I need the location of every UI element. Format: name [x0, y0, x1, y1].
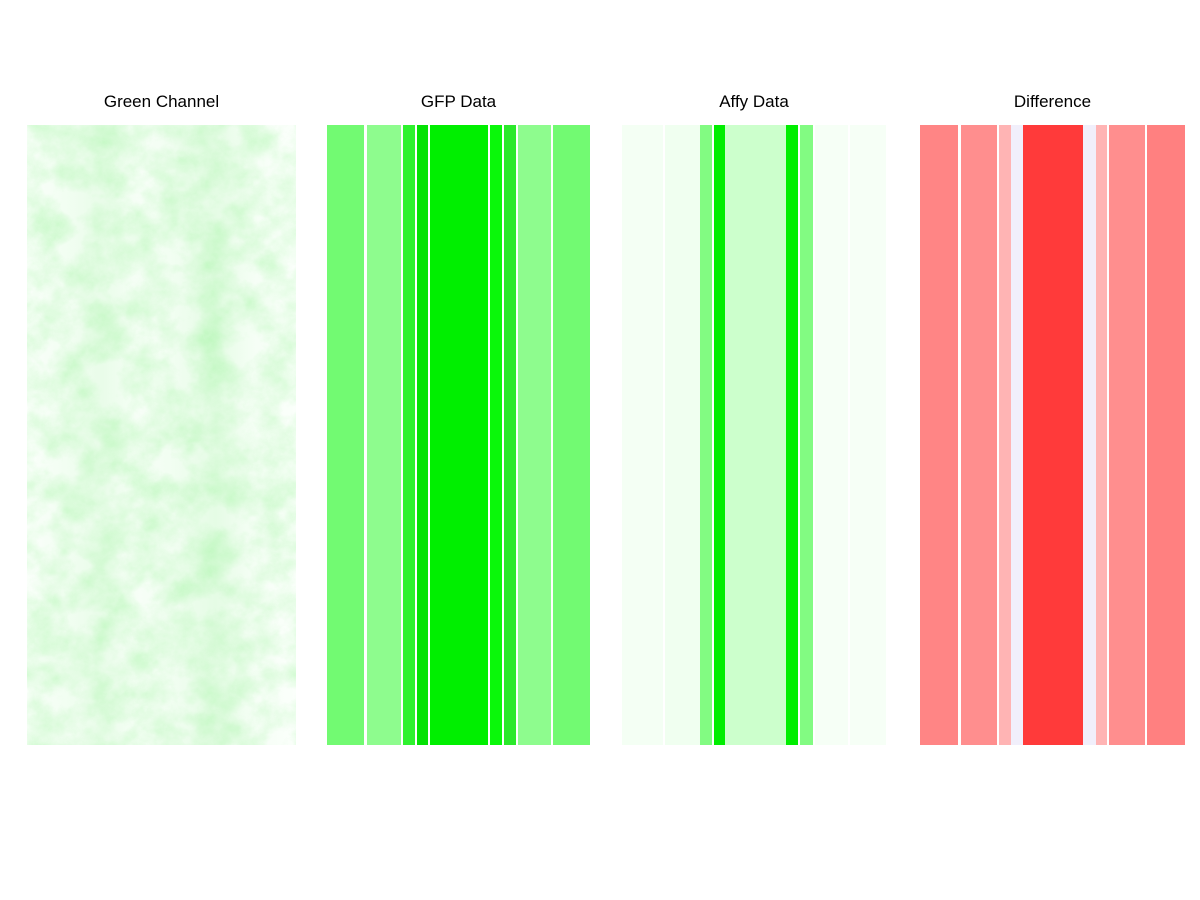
green-channel-noise-image [27, 125, 296, 745]
stripe [714, 125, 725, 745]
stripe [786, 125, 798, 745]
noise-grain-rect [27, 125, 296, 745]
stripe [850, 125, 886, 745]
difference-heatmap-panel [920, 125, 1185, 745]
stripe-gridline [516, 125, 518, 745]
stripe [700, 125, 712, 745]
stripe [1147, 125, 1185, 745]
stripe [327, 125, 364, 745]
stripe [961, 125, 997, 745]
panel-title-affy-data: Affy Data [719, 92, 789, 111]
stripe [622, 125, 663, 745]
stripe-gridline [997, 125, 999, 745]
stripe [725, 125, 786, 745]
panel-title-green-channel: Green Channel [103, 92, 220, 111]
stripe [553, 125, 590, 745]
stripe [1083, 125, 1096, 745]
stripe-gridline [1107, 125, 1109, 745]
stripe [504, 125, 516, 745]
stripe [800, 125, 813, 745]
stripe [417, 125, 428, 745]
affy-data-heatmap-panel [622, 125, 886, 745]
panel-title-gfp-data: GFP Data [420, 92, 497, 111]
stripe [490, 125, 502, 745]
stripe [403, 125, 415, 745]
stripe-gridline [401, 125, 403, 745]
stripe-gridline [428, 125, 430, 745]
stripe [1096, 125, 1107, 745]
stripe-gridline [1145, 125, 1147, 745]
stripe-gridline [364, 125, 367, 745]
stripe-gridline [958, 125, 961, 745]
gfp-data-heatmap-panel [327, 125, 590, 745]
stripe-gridline [798, 125, 800, 745]
stripe-gridline [415, 125, 417, 745]
stripe [430, 125, 488, 745]
green-channel-image-panel [27, 125, 296, 745]
stripe-gridline [663, 125, 665, 745]
stripe [518, 125, 551, 745]
stripe [367, 125, 401, 745]
panel-title-difference: Difference [1013, 92, 1092, 111]
stripe-gridline [488, 125, 490, 745]
stripe-gridline [712, 125, 714, 745]
stripe [999, 125, 1011, 745]
stripe-gridline [502, 125, 504, 745]
stripe [815, 125, 848, 745]
noise-texture-svg [27, 125, 296, 745]
stripe-gridline [813, 125, 815, 745]
stripe [665, 125, 700, 745]
stripe-gridline [848, 125, 850, 745]
stripe [920, 125, 958, 745]
stripe-gridline [551, 125, 553, 745]
stripe [1109, 125, 1145, 745]
stripe [1011, 125, 1023, 745]
stripe [1023, 125, 1083, 745]
